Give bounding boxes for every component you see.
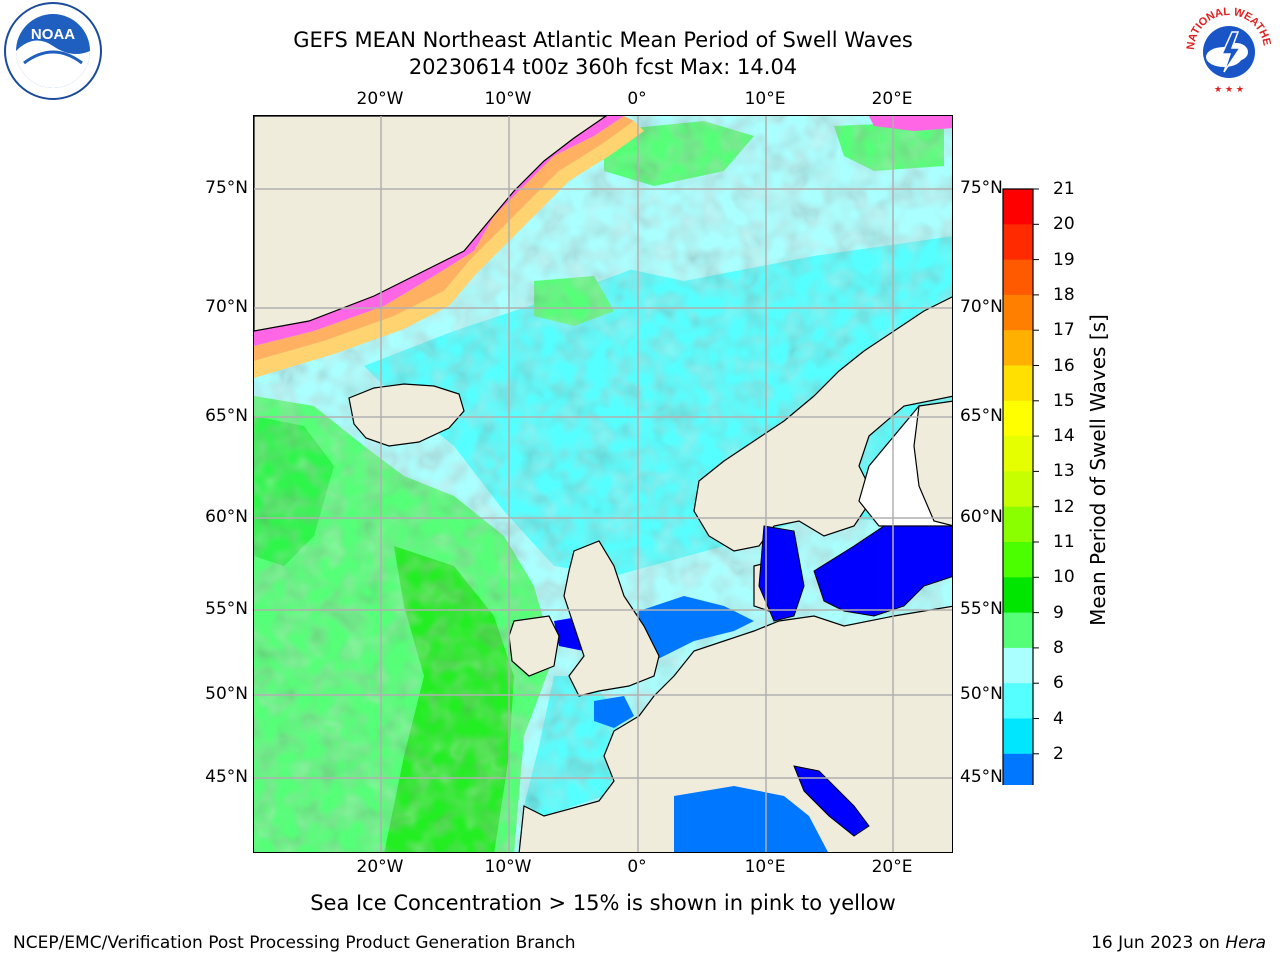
- nws-logo: NATIONAL WEATHER SERVICE ★ ★ ★: [1176, 0, 1278, 102]
- colorbar-tick-label: 18: [1053, 284, 1075, 305]
- colorbar-tick-label: 13: [1053, 461, 1075, 482]
- colorbar-tick-label: 21: [1053, 179, 1075, 199]
- lon-label-bottom: 20°W: [356, 857, 404, 877]
- colorbar-tick-label: 2: [1053, 743, 1064, 764]
- colorbar-segment: [1003, 506, 1033, 543]
- colorbar: [1000, 185, 1040, 818]
- land-iceland: [348, 383, 465, 447]
- colorbar-segment: [1003, 753, 1033, 790]
- svg-text:★ ★ ★: ★ ★ ★: [1214, 85, 1244, 95]
- colorbar-segment: [1003, 259, 1033, 296]
- lat-label-left: 55°N: [205, 599, 248, 619]
- land-greenland: [254, 116, 608, 332]
- map-title: GEFS MEAN Northeast Atlantic Mean Period…: [293, 28, 913, 52]
- colorbar-tick-label: 16: [1053, 355, 1075, 376]
- lon-label-bottom: 20°E: [871, 857, 913, 877]
- colorbar-segment: [1003, 718, 1033, 755]
- lon-label-top: 0°: [627, 89, 647, 109]
- sea-skagerrak: [758, 525, 805, 622]
- colorbar-tick-label: 4: [1053, 708, 1064, 729]
- colorbar-segment: [1003, 365, 1033, 402]
- colorbar-tick-label: 17: [1053, 320, 1075, 341]
- swell-zone-low: [594, 696, 634, 728]
- lat-label-left: 50°N: [205, 684, 248, 704]
- colorbar-label: Mean Period of Swell Waves [s]: [1086, 314, 1110, 626]
- map-subtitle: 20230614 t00z 360h fcst Max: 14.04: [408, 55, 798, 79]
- lat-label-right: 65°N: [960, 406, 1003, 426]
- footer-host: Hera: [1225, 933, 1266, 953]
- land: [254, 116, 952, 852]
- lat-label-right: 60°N: [960, 507, 1003, 527]
- lat-label-left: 45°N: [205, 767, 248, 787]
- colorbar-segment: [1003, 330, 1033, 366]
- colorbar-tick-label: 14: [1053, 426, 1075, 447]
- sea-ice-band: [254, 116, 634, 361]
- colorbar-tick-label: 6: [1053, 673, 1064, 694]
- colorbar-tick-label: 15: [1053, 390, 1075, 411]
- map-panel: [253, 115, 953, 853]
- colorbar-tick-label: 11: [1053, 532, 1075, 552]
- lat-label-left: 65°N: [205, 406, 248, 426]
- colorbar-segment: [1003, 189, 1033, 225]
- footer-credit: NCEP/EMC/Verification Post Processing Pr…: [13, 933, 576, 953]
- sea-baltic: [813, 525, 952, 617]
- colorbar-tick-label: 9: [1053, 602, 1064, 623]
- colorbar-tick-label: 10: [1053, 567, 1075, 588]
- colorbar-segment: [1003, 400, 1033, 437]
- lat-label-left: 70°N: [205, 297, 248, 317]
- sea-mediterranean: [674, 786, 828, 852]
- noaa-logo: NOAA: [2, 1, 104, 105]
- lat-label-right: 55°N: [960, 599, 1003, 619]
- colorbar-segment: [1003, 577, 1033, 614]
- footer-timestamp: 16 Jun 2023 on Hera: [1091, 933, 1266, 953]
- lat-label-right: 70°N: [960, 297, 1003, 317]
- lat-label-right: 45°N: [960, 767, 1003, 787]
- lon-label-top: 10°W: [484, 89, 532, 109]
- colorbar-segment: [1003, 683, 1033, 719]
- colorbar-segment: [1003, 647, 1033, 684]
- lat-label-right: 75°N: [960, 178, 1003, 198]
- noaa-logo-text: NOAA: [31, 26, 75, 43]
- lon-label-top: 10°E: [744, 89, 786, 109]
- lat-label-right: 50°N: [960, 684, 1003, 704]
- colorbar-tick-label: 12: [1053, 496, 1075, 517]
- colorbar-tick-label: 19: [1053, 249, 1075, 270]
- colorbar-tick-label: 20: [1053, 214, 1075, 235]
- colorbar-tick-label: 8: [1053, 637, 1064, 658]
- land-finland: [913, 400, 952, 527]
- colorbar-segment: [1003, 436, 1033, 472]
- lon-label-top: 20°W: [356, 89, 404, 109]
- colorbar-segment: [1003, 294, 1033, 331]
- colorbar-segment: [1003, 612, 1033, 649]
- lon-label-bottom: 10°W: [484, 857, 532, 877]
- lon-label-top: 20°E: [871, 89, 913, 109]
- colorbar-segment: [1003, 471, 1033, 508]
- lon-label-bottom: 0°: [627, 857, 647, 877]
- colorbar-segment: [1003, 224, 1033, 261]
- graticule: [254, 116, 952, 852]
- lat-label-left: 75°N: [205, 178, 248, 198]
- footer-date: 16 Jun 2023 on: [1091, 933, 1226, 953]
- land-continent: [518, 605, 952, 852]
- lon-label-bottom: 10°E: [744, 857, 786, 877]
- sea-adriatic: [793, 765, 870, 837]
- sea-ice-note: Sea Ice Concentration > 15% is shown in …: [310, 891, 896, 915]
- colorbar-segment: [1003, 542, 1033, 578]
- sea-ice-patch: [869, 116, 952, 131]
- land-britain: [563, 540, 660, 697]
- land-scandinavia: [693, 296, 952, 552]
- sea-ice-band: [254, 121, 644, 378]
- lat-label-left: 60°N: [205, 507, 248, 527]
